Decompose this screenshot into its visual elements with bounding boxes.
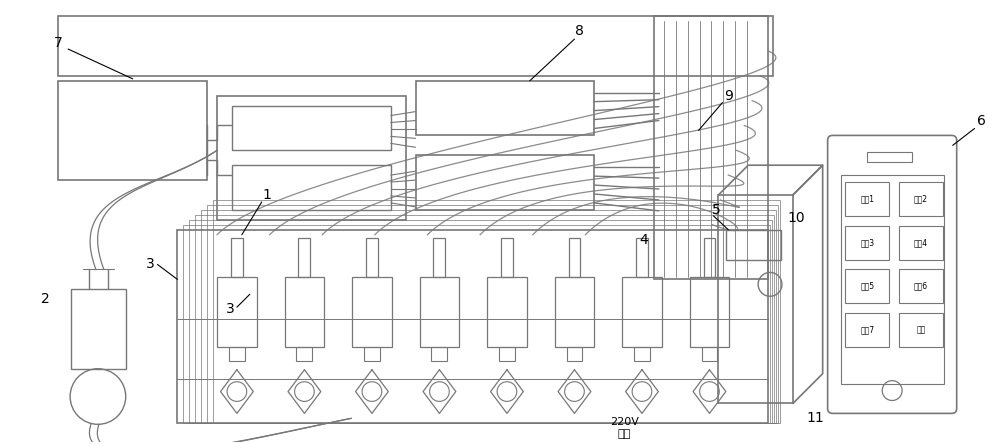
Bar — [845, 313, 889, 347]
Bar — [690, 278, 729, 347]
Bar — [845, 270, 889, 303]
Text: 试剂5: 试剂5 — [860, 282, 874, 291]
Bar — [899, 182, 943, 216]
Bar — [899, 226, 943, 259]
Bar — [183, 225, 770, 423]
Bar — [195, 215, 774, 423]
Bar — [654, 16, 768, 279]
Bar — [555, 278, 594, 347]
Text: 3: 3 — [226, 302, 234, 316]
Bar — [433, 238, 445, 278]
Bar — [501, 238, 513, 278]
Bar — [845, 226, 889, 259]
Bar — [899, 313, 943, 347]
Bar — [416, 81, 594, 135]
Text: 8: 8 — [575, 24, 584, 38]
Text: 2: 2 — [41, 292, 50, 306]
Bar — [366, 238, 378, 278]
Text: 6: 6 — [977, 114, 986, 127]
Bar — [58, 16, 773, 76]
Text: 7: 7 — [54, 36, 63, 50]
Bar — [899, 270, 943, 303]
Bar — [213, 200, 780, 423]
Bar — [229, 347, 245, 361]
Text: 试剂6: 试剂6 — [914, 282, 928, 291]
Bar — [232, 165, 391, 210]
Text: 废液: 废液 — [916, 325, 926, 334]
Bar — [487, 278, 527, 347]
Bar — [704, 238, 715, 278]
Text: 试剂3: 试剂3 — [860, 238, 874, 247]
Bar — [177, 230, 768, 423]
Bar — [364, 347, 380, 361]
Bar — [420, 278, 459, 347]
Bar — [841, 175, 944, 384]
Bar — [201, 210, 776, 423]
Bar — [71, 289, 126, 369]
Bar — [232, 106, 391, 151]
Text: 220V
电源: 220V 电源 — [610, 417, 639, 440]
Bar — [296, 347, 312, 361]
Text: 试剂2: 试剂2 — [914, 194, 928, 203]
Text: 10: 10 — [787, 211, 805, 225]
Bar — [634, 347, 650, 361]
Bar — [867, 152, 912, 162]
Bar — [416, 155, 594, 210]
Bar — [217, 96, 406, 220]
Bar — [207, 205, 778, 423]
Bar — [845, 182, 889, 216]
Text: 试剂4: 试剂4 — [914, 238, 928, 247]
Text: 9: 9 — [724, 89, 733, 103]
Bar — [622, 278, 662, 347]
Text: 5: 5 — [712, 203, 721, 217]
Bar — [352, 278, 392, 347]
Bar — [718, 195, 793, 404]
Bar — [499, 347, 515, 361]
Bar — [726, 230, 781, 259]
Text: 4: 4 — [640, 233, 648, 247]
Text: 试剂1: 试剂1 — [860, 194, 874, 203]
Bar — [189, 220, 772, 423]
Bar — [217, 278, 257, 347]
Text: 11: 11 — [807, 411, 825, 425]
Bar — [702, 347, 717, 361]
Bar — [567, 347, 582, 361]
Text: 1: 1 — [262, 188, 271, 202]
FancyBboxPatch shape — [828, 135, 957, 413]
Bar — [569, 238, 580, 278]
Text: 3: 3 — [146, 258, 155, 271]
Bar — [431, 347, 447, 361]
Text: 试剂7: 试剂7 — [860, 325, 874, 334]
Bar — [58, 81, 207, 180]
Bar — [285, 278, 324, 347]
Bar — [636, 238, 648, 278]
Bar — [231, 238, 243, 278]
Bar — [298, 238, 310, 278]
